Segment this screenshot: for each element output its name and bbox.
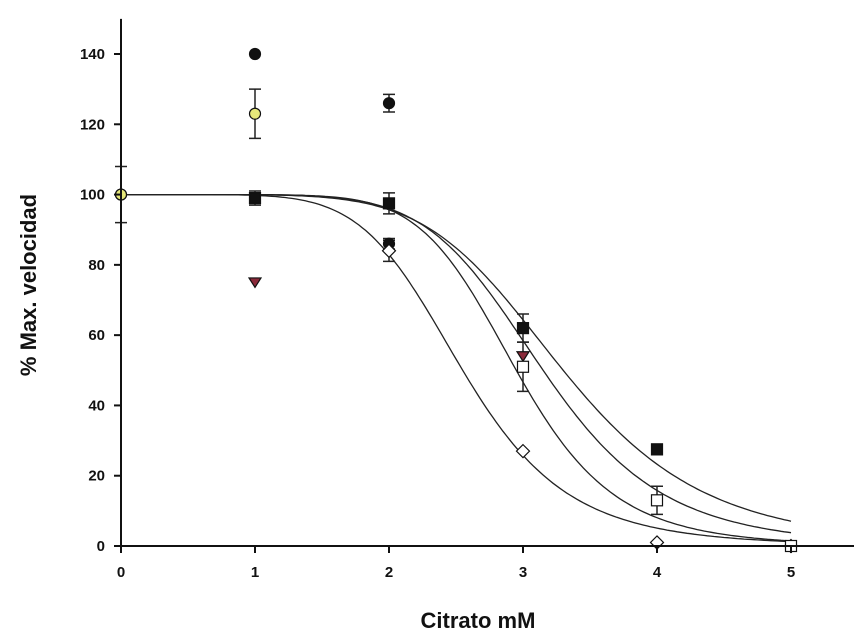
y-axis-title: % Max. velocidad xyxy=(16,194,41,376)
fitted-curve xyxy=(121,193,792,542)
x-tick-label: 2 xyxy=(385,564,393,581)
error-bars xyxy=(115,88,663,516)
y-tick-label: 100 xyxy=(80,187,105,204)
data-point xyxy=(382,197,396,210)
y-tick-label: 0 xyxy=(97,538,105,555)
data-point xyxy=(382,97,396,110)
x-tick-label: 3 xyxy=(519,564,527,581)
x-axis-title: Citrato mM xyxy=(421,608,536,633)
data-point xyxy=(650,494,664,507)
x-tick-label: 0 xyxy=(117,564,125,581)
x-tick-label: 1 xyxy=(251,564,259,581)
y-tick-label: 140 xyxy=(80,46,105,63)
data-point xyxy=(248,47,262,61)
fitted-curves xyxy=(121,193,792,543)
y-tick-label: 120 xyxy=(80,116,105,133)
y-tick-label: 40 xyxy=(88,397,105,414)
data-points xyxy=(114,47,799,554)
x-ticks: 0 1 2 3 4 5 xyxy=(117,546,795,581)
data-point xyxy=(248,107,262,120)
data-point xyxy=(247,277,263,289)
y-tick-label: 20 xyxy=(88,468,105,485)
axes: 0 1 2 3 4 5 0 20 40 60 80 100 120 140 xyxy=(80,18,854,581)
data-point xyxy=(650,443,664,456)
data-point xyxy=(248,191,262,205)
y-tick-label: 60 xyxy=(88,327,105,344)
fitted-curve xyxy=(121,193,792,522)
data-point xyxy=(515,443,531,459)
x-tick-label: 5 xyxy=(787,564,795,581)
y-ticks: 0 20 40 60 80 100 120 140 xyxy=(80,46,121,555)
x-tick-label: 4 xyxy=(653,564,662,581)
data-point xyxy=(516,360,530,373)
data-point xyxy=(515,351,531,363)
fitted-curve xyxy=(121,193,792,543)
data-point xyxy=(516,322,530,335)
fitted-curve xyxy=(121,193,792,534)
data-point xyxy=(381,243,397,259)
y-tick-label: 80 xyxy=(88,257,105,274)
